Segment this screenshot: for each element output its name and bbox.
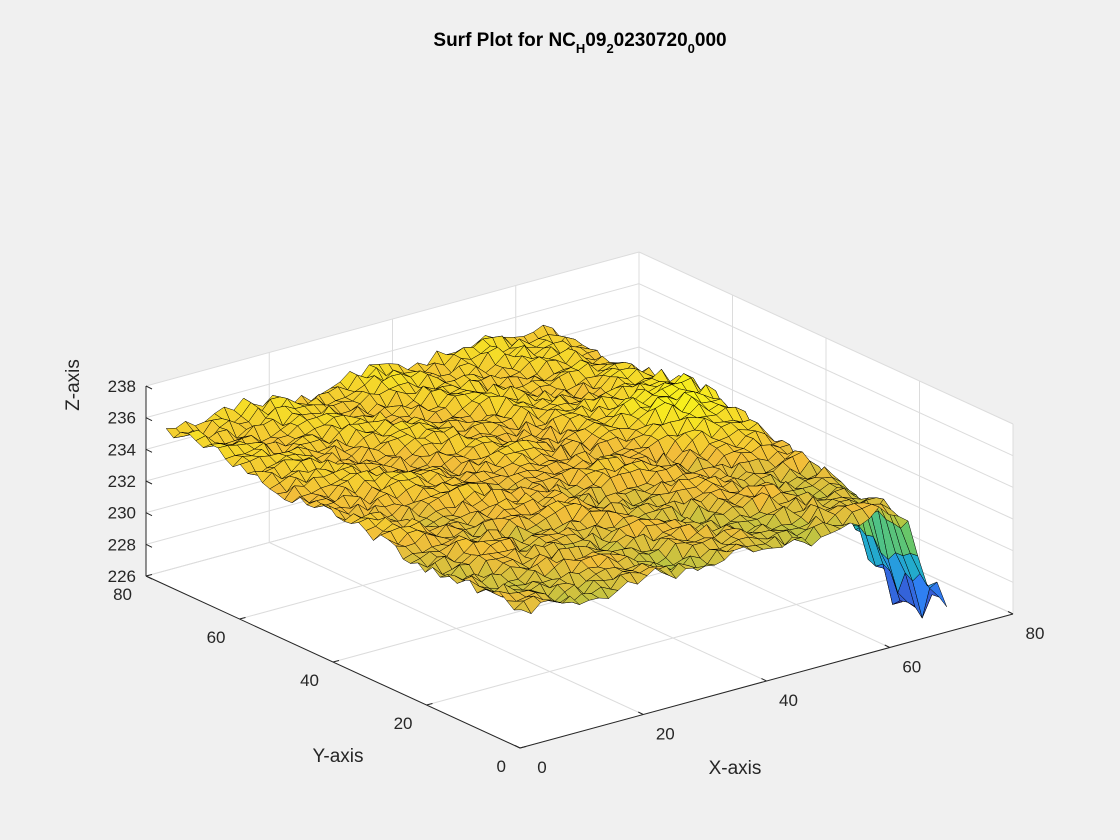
tick-marks xyxy=(145,385,1014,749)
x-tick xyxy=(1007,611,1014,615)
x-axis-label: X-axis xyxy=(709,758,762,779)
x-tick xyxy=(638,711,644,715)
y-tick xyxy=(426,703,433,706)
y-tick-label: 60 xyxy=(207,628,226,647)
title-segment: 0230720 xyxy=(614,30,688,51)
grid-line-wall-z xyxy=(638,251,1014,425)
x-tick xyxy=(514,745,521,749)
plot-title: Surf Plot for NCH09202307200000 xyxy=(433,30,726,56)
y-tick xyxy=(519,746,527,749)
y-tick-label: 80 xyxy=(113,585,132,604)
z-tick xyxy=(145,512,153,517)
y-tick xyxy=(332,660,340,663)
y-tick-label: 0 xyxy=(497,757,506,776)
z-tick-label: 230 xyxy=(108,504,136,523)
y-tick-label: 20 xyxy=(394,714,413,733)
z-tick-label: 236 xyxy=(108,409,136,428)
grid-line-wall-z xyxy=(638,314,1014,488)
z-tick xyxy=(145,480,153,485)
grid-line-wall-z xyxy=(145,251,640,387)
z-axis-label: Z-axis xyxy=(63,359,84,411)
title-subscript: 2 xyxy=(606,41,613,56)
surface-mesh xyxy=(165,324,947,619)
z-tick xyxy=(145,417,153,422)
surface-patch xyxy=(513,600,532,614)
z-tick xyxy=(145,575,153,580)
x-tick-label: 40 xyxy=(779,691,798,710)
z-tick xyxy=(145,448,153,453)
title-subscript: H xyxy=(576,41,585,56)
y-tick xyxy=(145,574,153,577)
x-tick-label: 20 xyxy=(656,725,675,744)
x-tick-label: 80 xyxy=(1026,624,1045,643)
title-subscript: 0 xyxy=(688,41,695,56)
z-tick-label: 226 xyxy=(108,567,136,586)
y-tick xyxy=(239,617,246,620)
x-tick xyxy=(884,644,890,648)
title-segment: 09 xyxy=(585,30,606,51)
x-tick-label: 60 xyxy=(902,658,921,677)
y-tick-label: 40 xyxy=(300,671,319,690)
x-tick-label: 0 xyxy=(537,758,546,777)
title-segment: Surf Plot for NC xyxy=(433,30,576,51)
z-tick-label: 228 xyxy=(108,535,136,554)
grid-line-wall-z xyxy=(145,283,640,419)
z-tick-label: 232 xyxy=(108,472,136,491)
grid-line-wall-z xyxy=(638,283,1014,457)
z-tick xyxy=(145,543,153,548)
z-tick-label: 234 xyxy=(108,440,136,459)
y-axis-label: Y-axis xyxy=(312,746,363,767)
z-tick-label: 238 xyxy=(108,377,136,396)
grid-line-wall-z xyxy=(638,346,1014,520)
z-tick xyxy=(145,385,153,390)
x-tick xyxy=(761,678,767,682)
title-segment: 000 xyxy=(695,30,727,51)
grid-line-floor-y xyxy=(426,570,920,706)
